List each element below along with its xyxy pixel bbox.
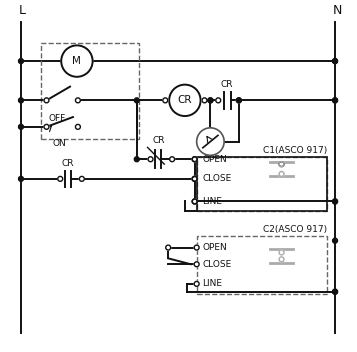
Text: CLOSE: CLOSE (202, 174, 232, 183)
Circle shape (166, 245, 171, 250)
Text: OPEN: OPEN (202, 243, 227, 252)
Circle shape (279, 171, 284, 176)
Circle shape (333, 238, 337, 243)
Circle shape (194, 281, 199, 286)
Circle shape (279, 257, 284, 262)
Circle shape (197, 128, 224, 155)
Circle shape (208, 98, 213, 103)
Circle shape (236, 98, 241, 103)
Circle shape (163, 98, 168, 103)
Circle shape (333, 59, 337, 64)
Circle shape (19, 59, 24, 64)
Circle shape (279, 162, 284, 166)
Circle shape (169, 84, 201, 116)
Text: CLOSE: CLOSE (202, 260, 232, 269)
Text: LINE: LINE (202, 279, 222, 288)
Circle shape (194, 262, 199, 267)
Bar (197, 236, 327, 294)
Circle shape (279, 250, 284, 255)
Text: M: M (72, 56, 81, 66)
Circle shape (202, 98, 207, 103)
Circle shape (192, 199, 197, 204)
Circle shape (192, 176, 197, 181)
Circle shape (192, 157, 197, 162)
Circle shape (333, 98, 337, 103)
Circle shape (192, 176, 197, 181)
Text: CR: CR (178, 95, 192, 105)
Circle shape (333, 199, 337, 204)
Circle shape (236, 98, 241, 103)
Text: LINE: LINE (202, 197, 222, 206)
Circle shape (44, 124, 49, 129)
Text: N: N (333, 4, 342, 17)
Circle shape (333, 289, 337, 294)
Circle shape (170, 157, 175, 162)
Circle shape (333, 98, 337, 103)
Circle shape (19, 176, 24, 181)
Circle shape (279, 162, 284, 166)
Text: OFF: OFF (49, 114, 66, 123)
Text: L: L (19, 4, 26, 17)
Circle shape (333, 289, 337, 294)
Circle shape (192, 157, 197, 162)
Circle shape (208, 98, 213, 103)
Circle shape (194, 245, 199, 250)
Text: OPEN: OPEN (202, 155, 227, 164)
Text: C2(ASCO 917): C2(ASCO 917) (263, 225, 327, 234)
Bar (197, 157, 327, 211)
Circle shape (19, 98, 24, 103)
Circle shape (216, 98, 221, 103)
Circle shape (192, 176, 197, 181)
Circle shape (148, 157, 153, 162)
Circle shape (333, 59, 337, 64)
Circle shape (75, 124, 80, 129)
Circle shape (75, 98, 80, 103)
Circle shape (192, 199, 197, 204)
Circle shape (134, 98, 139, 103)
Circle shape (192, 199, 197, 204)
Circle shape (333, 199, 337, 204)
Circle shape (19, 124, 24, 129)
Circle shape (61, 45, 92, 77)
Circle shape (192, 176, 197, 181)
Text: CR: CR (62, 159, 74, 168)
Bar (197, 157, 327, 211)
Circle shape (192, 157, 197, 162)
Bar (41, 43, 139, 139)
Circle shape (79, 176, 84, 181)
Circle shape (58, 176, 63, 181)
Text: CR: CR (152, 137, 165, 145)
Text: ON: ON (52, 139, 66, 147)
Text: C1(ASCO 917): C1(ASCO 917) (263, 146, 327, 155)
Circle shape (134, 157, 139, 162)
Circle shape (44, 98, 49, 103)
Text: CR: CR (221, 80, 233, 89)
